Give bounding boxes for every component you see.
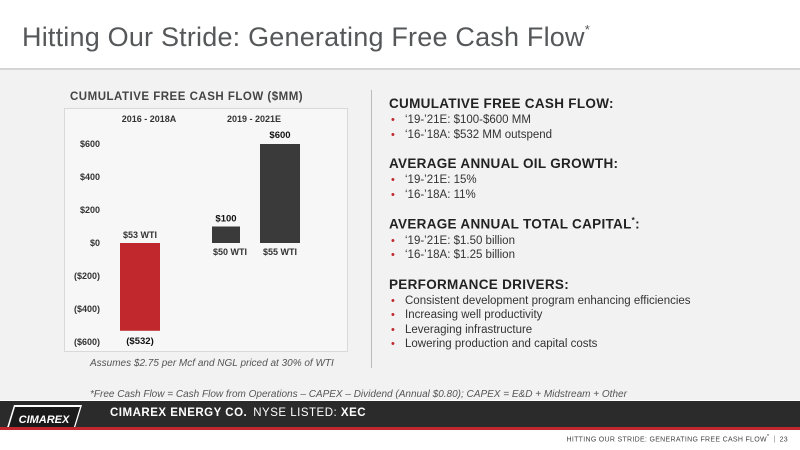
bar-1 [212, 226, 240, 243]
y-tick-label: ($200) [74, 271, 100, 281]
y-tick-label: $400 [80, 172, 100, 182]
bar-0 [120, 243, 160, 331]
section-oil-growth: AVERAGE ANNUAL OIL GROWTH: ‘19-’21E: 15%… [389, 156, 789, 202]
group-label: 2016 - 2018A [122, 114, 177, 124]
category-label: $55 WTI [263, 247, 297, 257]
listing-label: NYSE LISTED: [253, 407, 338, 419]
bullet-item: ‘16-’18A: $532 MM outspend [389, 128, 789, 143]
bullet-list: ‘19-’21E: $1.50 billion ‘16-’18A: $1.25 … [389, 234, 789, 263]
footer-slide-info: HITTING OUR STRIDE: GENERATING FREE CASH… [566, 434, 788, 444]
footer-band [0, 401, 800, 427]
section-heading: AVERAGE ANNUAL TOTAL CAPITAL*: [389, 216, 640, 232]
vertical-divider [371, 90, 372, 368]
y-tick-label: ($600) [74, 337, 100, 347]
page-number: 23 [779, 436, 788, 444]
section-performance-drivers: PERFORMANCE DRIVERS: Consistent developm… [389, 277, 789, 352]
ticker-symbol: XEC [340, 407, 367, 419]
y-tick-label: $600 [80, 139, 100, 149]
category-label: $53 WTI [123, 230, 157, 240]
bar-2 [260, 144, 300, 243]
chart-heading: CUMULATIVE FREE CASH FLOW ($MM) [70, 91, 304, 103]
chart-assumption-note: Assumes $2.75 per Mcf and NGL priced at … [90, 358, 334, 369]
group-label: 2019 - 2021E [227, 114, 281, 124]
bullet-item: Leveraging infrastructure [389, 323, 789, 338]
footer-accent-rule [0, 427, 800, 430]
bullet-item: ‘19-’21E: 15% [389, 173, 789, 188]
bullet-list: ‘19-’21E: 15% ‘16-’18A: 11% [389, 173, 789, 202]
value-label: $600 [269, 130, 290, 141]
title-bar: Hitting Our Stride: Generating Free Cash… [0, 0, 800, 66]
y-tick-label: ($400) [74, 304, 100, 314]
value-label: $100 [215, 214, 236, 225]
footnote: *Free Cash Flow = Cash Flow from Operati… [90, 389, 627, 400]
section-total-capital: AVERAGE ANNUAL TOTAL CAPITAL*: ‘19-’21E:… [389, 216, 789, 263]
bullet-item: Lowering production and capital costs [389, 337, 789, 352]
category-label: $50 WTI [213, 247, 247, 257]
title-divider [0, 68, 800, 70]
summary-panel: CUMULATIVE FREE CASH FLOW: ‘19-’21E: $10… [389, 96, 789, 366]
value-label: ($532) [126, 336, 153, 347]
company-name: CIMAREX ENERGY CO. NYSE LISTED: XEC [110, 407, 367, 419]
bullet-list: ‘19-’21E: $100-$600 MM ‘16-’18A: $532 MM… [389, 113, 789, 142]
section-heading: PERFORMANCE DRIVERS: [389, 276, 570, 292]
bullet-item: ‘16-’18A: $1.25 billion [389, 248, 789, 263]
y-tick-label: $0 [90, 238, 100, 248]
fcf-bar-chart: 2016 - 2018A 2019 - 2021E $600 $400 $200 $0 ($… [74, 114, 300, 347]
chart-frame [64, 108, 348, 352]
bullet-item: Consistent development program enhancing… [389, 294, 789, 309]
svg-text:CIMAREX: CIMAREX [19, 414, 70, 426]
section-heading: AVERAGE ANNUAL OIL GROWTH: [389, 156, 619, 171]
cimarex-logo: CIMAREX [6, 405, 82, 431]
y-tick-label: $200 [80, 205, 100, 215]
bullet-item: ‘19-’21E: $1.50 billion [389, 234, 789, 249]
bullet-item: ‘19-’21E: $100-$600 MM [389, 113, 789, 128]
bullet-item: ‘16-’18A: 11% [389, 188, 789, 203]
section-heading: CUMULATIVE FREE CASH FLOW: [389, 96, 614, 111]
section-fcf: CUMULATIVE FREE CASH FLOW: ‘19-’21E: $10… [389, 96, 789, 142]
footnote-mark: * [631, 216, 636, 225]
slide-title: Hitting Our Stride: Generating Free Cash… [22, 22, 590, 52]
bullet-item: Increasing well productivity [389, 308, 789, 323]
bullet-list: Consistent development program enhancing… [389, 294, 789, 352]
